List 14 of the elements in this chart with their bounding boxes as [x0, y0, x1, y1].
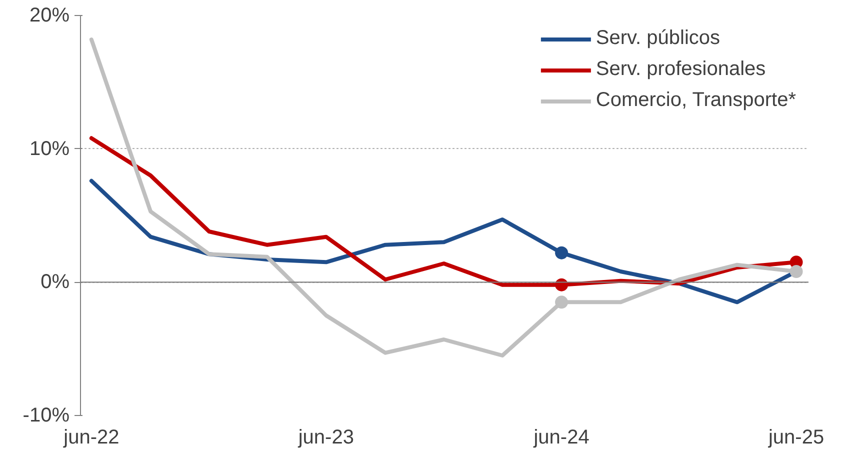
y-tick-label: 10% [29, 138, 70, 160]
y-tick-label: -10% [22, 404, 70, 426]
x-tick-label: jun-25 [767, 426, 824, 448]
legend-label: Serv. profesionales [596, 58, 766, 81]
point [555, 246, 568, 260]
point [790, 265, 803, 278]
x-tick-label: jun-22 [62, 426, 120, 448]
y-tick-label: 0% [40, 271, 70, 294]
point [555, 296, 568, 309]
legend-label: Serv. públicos [596, 27, 720, 50]
x-tick-label: jun-23 [297, 426, 354, 448]
legend-label: Comercio, Transporte* [596, 89, 796, 112]
y-tick-label: 20% [29, 4, 70, 26]
x-tick-label: jun-24 [532, 426, 590, 448]
